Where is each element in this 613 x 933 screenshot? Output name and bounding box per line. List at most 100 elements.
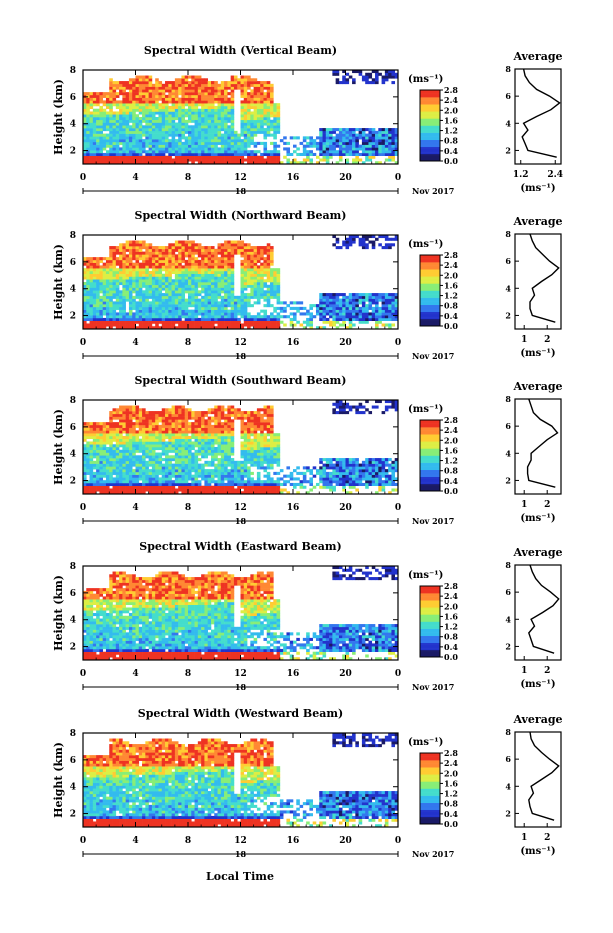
- heatmap-cell: [106, 312, 110, 315]
- heatmap-cell: [168, 106, 172, 109]
- heatmap-cell: [158, 125, 162, 128]
- heatmap-cell: [195, 290, 199, 293]
- heatmap-cell: [172, 257, 176, 260]
- heatmap-cell: [254, 114, 258, 117]
- heatmap-cell: [362, 246, 366, 249]
- heatmap-cell: [352, 299, 356, 302]
- heatmap-cell: [211, 310, 215, 313]
- heatmap-cell: [270, 315, 274, 318]
- heatmap-cell: [152, 123, 156, 126]
- heatmap-cell: [181, 84, 185, 87]
- heatmap-cell: [211, 318, 215, 321]
- heatmap-cell: [132, 156, 136, 159]
- heatmap-cell: [195, 246, 199, 249]
- heatmap-cell: [129, 428, 133, 431]
- heatmap-cell: [221, 117, 225, 120]
- heatmap-cell: [113, 472, 117, 475]
- heatmap-cell: [155, 254, 159, 257]
- heatmap-cell: [99, 436, 103, 439]
- heatmap-cell: [155, 260, 159, 263]
- heatmap-cell: [355, 312, 359, 315]
- heatmap-cell: [290, 153, 294, 156]
- heatmap-cell: [142, 246, 146, 249]
- heatmap-cell: [149, 288, 153, 291]
- heatmap-cell: [224, 100, 228, 103]
- heatmap-cell: [96, 123, 100, 126]
- heatmap-cell: [332, 321, 336, 324]
- heatmap-cell: [382, 134, 386, 137]
- heatmap-cell: [188, 310, 192, 313]
- heatmap-cell: [208, 249, 212, 252]
- heatmap-cell: [139, 307, 143, 310]
- heatmap-cell: [241, 323, 245, 326]
- heatmap-cell: [241, 279, 245, 282]
- heatmap-cell: [93, 436, 97, 439]
- heatmap-cell: [267, 293, 271, 296]
- heatmap-cell: [119, 117, 123, 120]
- heatmap-cell: [168, 318, 172, 321]
- heatmap-cell: [132, 439, 136, 442]
- heatmap-cell: [214, 158, 218, 161]
- heatmap-cell: [339, 142, 343, 145]
- heatmap-cell: [99, 477, 103, 480]
- heatmap-cell: [172, 301, 176, 304]
- heatmap-cell: [162, 304, 166, 307]
- heatmap-cell: [227, 98, 231, 101]
- heatmap-cell: [165, 263, 169, 266]
- heatmap-cell: [113, 417, 117, 420]
- heatmap-cell: [254, 285, 258, 288]
- heatmap-cell: [204, 120, 208, 123]
- heatmap-cell: [96, 128, 100, 131]
- heatmap-cell: [365, 73, 369, 76]
- heatmap-cell: [149, 444, 153, 447]
- heatmap-cell: [185, 120, 189, 123]
- heatmap-cell: [168, 134, 172, 137]
- heatmap-cell: [267, 131, 271, 134]
- heatmap-cell: [158, 150, 162, 153]
- heatmap-cell: [99, 299, 103, 302]
- heatmap-cell: [355, 301, 359, 304]
- heatmap-cell: [136, 76, 140, 79]
- heatmap-cell: [378, 293, 382, 296]
- heatmap-cell: [139, 472, 143, 475]
- heatmap-cell: [152, 315, 156, 318]
- heatmap-cell: [346, 134, 350, 137]
- heatmap-cell: [126, 92, 130, 95]
- heatmap-cell: [323, 153, 327, 156]
- heatmap-cell: [319, 318, 323, 321]
- heatmap-cell: [178, 153, 182, 156]
- heatmap-cell: [116, 249, 120, 252]
- heatmap-cell: [145, 128, 149, 131]
- average-y-tick-label: 2: [505, 310, 511, 320]
- colorbar-swatch: [420, 305, 440, 307]
- heatmap-cell: [99, 257, 103, 260]
- heatmap-cell: [332, 315, 336, 318]
- heatmap-cell: [136, 414, 140, 417]
- heatmap-cell: [241, 265, 245, 268]
- heatmap-cell: [155, 142, 159, 145]
- heatmap-cell: [263, 257, 267, 260]
- heatmap-cell: [106, 439, 110, 442]
- heatmap-cell: [96, 483, 100, 486]
- heatmap-cell: [231, 78, 235, 81]
- heatmap-cell: [149, 131, 153, 134]
- heatmap-cell: [113, 125, 117, 128]
- heatmap-cell: [106, 469, 110, 472]
- heatmap-cell: [165, 120, 169, 123]
- heatmap-cell: [136, 114, 140, 117]
- heatmap-cell: [191, 100, 195, 103]
- heatmap-cell: [136, 274, 140, 277]
- heatmap-cell: [244, 282, 248, 285]
- heatmap-cell: [254, 252, 258, 255]
- heatmap-cell: [152, 433, 156, 436]
- heatmap-cell: [106, 92, 110, 95]
- heatmap-cell: [145, 92, 149, 95]
- heatmap-cell: [372, 299, 376, 302]
- heatmap-cell: [103, 136, 107, 139]
- heatmap-cell: [368, 241, 372, 244]
- colorbar-swatch: [420, 102, 440, 104]
- heatmap-cell: [96, 150, 100, 153]
- heatmap-cell: [126, 150, 130, 153]
- heatmap-cell: [359, 299, 363, 302]
- heatmap-cell: [86, 433, 90, 436]
